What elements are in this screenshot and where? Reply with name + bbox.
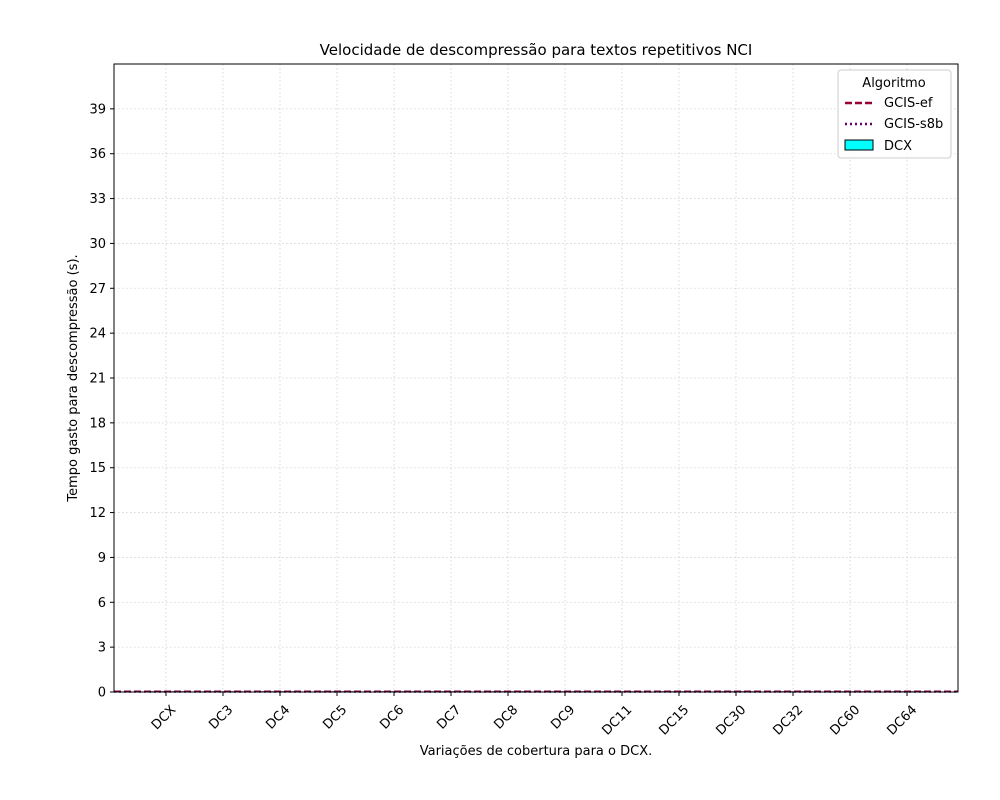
chart-title: Velocidade de descompressão para textos … [320, 41, 753, 59]
x-tick-label: DC32 [770, 703, 806, 739]
legend: Algoritmo GCIS-ef GCIS-s8b DCX [837, 69, 952, 159]
y-tick-label: 3 [98, 641, 106, 656]
y-tick-label: 36 [89, 147, 106, 162]
x-tick-label: DC9 [548, 703, 578, 733]
y-tick-label: 6 [98, 596, 106, 611]
y-tick-label: 21 [89, 372, 106, 387]
legend-title: Algoritmo [862, 76, 925, 91]
y-axis-label: Tempo gasto para descompressão (s). [66, 254, 81, 502]
x-tick-label: DC60 [827, 703, 863, 739]
y-tick-label: 27 [89, 282, 106, 297]
y-tick-label: 18 [89, 416, 106, 431]
x-axis: DCX DC3 DC4 DC5 DC6 DC7 DC8 DC9 DC11 DC15 DC30 DC32… [149, 692, 920, 738]
y-tick-label: 24 [89, 327, 106, 342]
y-tick-label: 9 [98, 551, 106, 566]
x-tick-label: DC6 [377, 703, 407, 733]
legend-frame [837, 69, 952, 159]
x-tick-label: DC15 [656, 703, 692, 739]
x-tick-label: DC4 [263, 703, 293, 733]
x-tick-label: DC11 [599, 703, 635, 739]
y-tick-label: 30 [89, 237, 106, 252]
x-tick-label: DCX [149, 703, 179, 733]
y-tick-label: 12 [89, 506, 106, 521]
x-tick-label: DC7 [434, 703, 464, 733]
x-tick-label: DC64 [884, 703, 920, 739]
legend-swatch-dcx [844, 139, 874, 151]
x-tick-label: DC5 [320, 703, 350, 733]
y-tick-label: 0 [98, 686, 106, 701]
x-tick-label: DC8 [491, 703, 521, 733]
x-tick-label: DC30 [713, 703, 749, 739]
y-tick-label: 15 [89, 461, 106, 476]
y-tick-label: 33 [89, 192, 106, 207]
x-tick-label: DC3 [206, 703, 236, 733]
grid [114, 64, 958, 693]
legend-label-gcis-s8b: GCIS-s8b [884, 117, 943, 132]
legend-label-gcis-ef: GCIS-ef [884, 96, 933, 111]
legend-label-dcx: DCX [884, 139, 912, 154]
x-axis-label: Variações de cobertura para o DCX. [420, 744, 653, 759]
y-tick-label: 39 [89, 102, 106, 117]
